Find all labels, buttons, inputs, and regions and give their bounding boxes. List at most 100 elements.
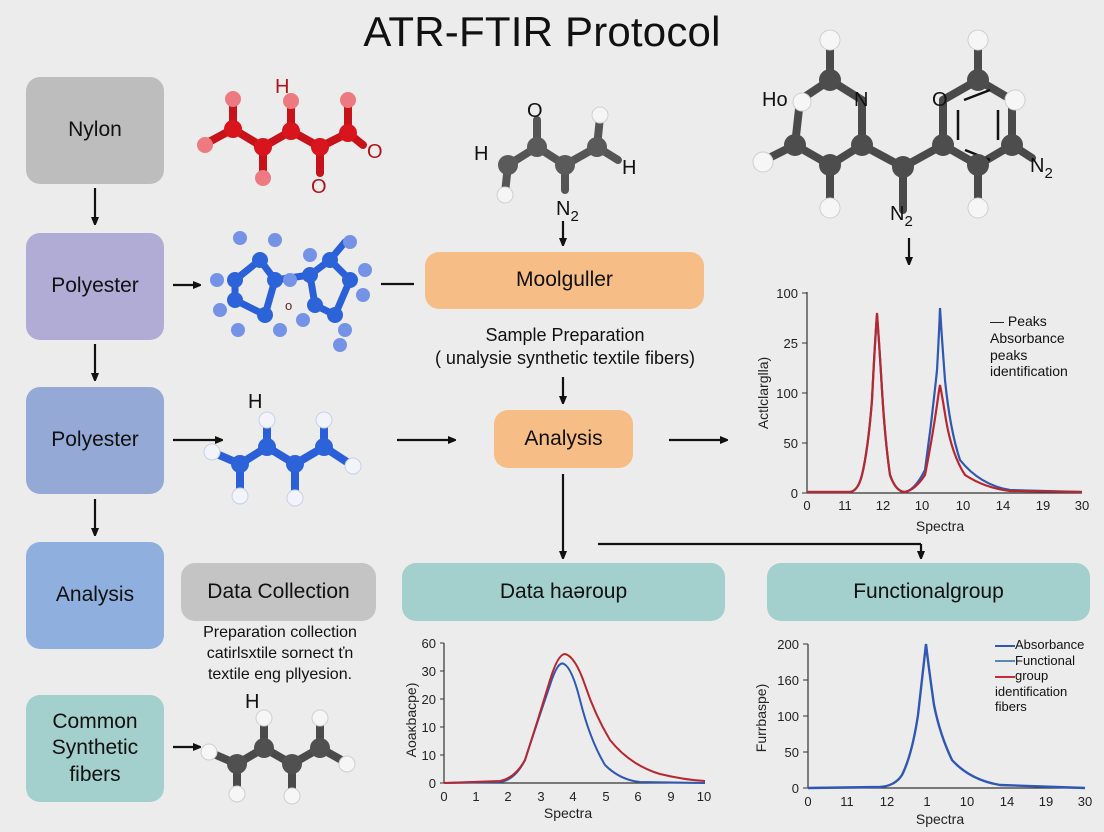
nylon-label: Nylon: [68, 118, 122, 142]
dh-x-tick-8: 9: [667, 789, 674, 804]
peaks-x-tick-8: 30: [1075, 498, 1089, 513]
dh-y-axis-label: Aoaĸbacpe): [403, 683, 419, 758]
peaks-x-tick-1: 0: [803, 498, 810, 513]
peaks-x-tick-3: 12: [876, 498, 890, 513]
bottom-h-label: H: [245, 691, 259, 713]
fg-x-tick-6: 14: [1000, 794, 1014, 809]
nylon-molecule-icon: H O O: [197, 76, 383, 198]
dh-y-tick-4: 20: [422, 692, 436, 707]
peaks-y-tick-0: 0: [791, 486, 798, 501]
dh-x-tick-5: 4: [569, 789, 576, 804]
top-right-ho-label: Ho: [762, 89, 788, 111]
peaks-y-tick-25: 25: [784, 336, 798, 351]
bottom-molecule-icon: H: [200, 691, 356, 805]
top-right-n2-label-1: N2: [890, 203, 913, 230]
fg-legend-item-1: Absorbance: [995, 637, 1104, 653]
dh-x-tick-7: 6: [634, 789, 641, 804]
analysis-label-left: Analysis: [55, 583, 135, 607]
peaks-y-tick-100: 100: [776, 386, 798, 401]
fg-x-tick-1: 0: [804, 794, 811, 809]
fg-x-tick-4: 1: [923, 794, 930, 809]
top-center-o-label: O: [527, 100, 543, 122]
common-fibers-line-1: Common: [52, 710, 138, 734]
fg-x-tick-7: 19: [1039, 794, 1053, 809]
peaks-y-tick-50: 50: [784, 436, 798, 451]
functional-group-chart: 0 50 100 160 200 0 11 12 1 10 14 19 30 S…: [753, 637, 1092, 827]
data-haeroup-label: Data haəroup: [499, 579, 628, 603]
peaks-x-axis-label: Spectra: [916, 518, 964, 534]
peaks-x-tick-7: 19: [1036, 498, 1050, 513]
polyester-label-2: Polyester: [51, 428, 139, 452]
sample-preparation-caption: Sample Preparation ( unalysie synthetic …: [400, 324, 730, 369]
polyester-label-1: Polyester: [51, 274, 139, 298]
nylon-o-label-2: O: [367, 141, 383, 163]
polyester-molecule-2-icon: H: [203, 391, 362, 507]
dh-x-tick-9: 10: [697, 789, 711, 804]
fg-x-tick-3: 12: [880, 794, 894, 809]
top-right-n-label: N: [854, 89, 868, 111]
top-center-h-label-2: H: [622, 157, 636, 179]
peaks-y-axis-label: Actlclarglla): [755, 357, 771, 429]
fg-x-tick-5: 10: [960, 794, 974, 809]
dh-y-tick-6: 60: [422, 636, 436, 651]
data-collection-line-2: catirlsxtile sornect ťn: [206, 644, 354, 662]
peaks-x-tick-2: 11: [838, 498, 852, 513]
sample-prep-line-1: Sample Preparation: [485, 325, 645, 345]
peaks-legend-line-3: peaks: [990, 346, 1028, 363]
dh-red-series: [443, 652, 706, 784]
dh-x-tick-1: 0: [440, 789, 447, 804]
peaks-legend-line-4: identification: [990, 363, 1068, 380]
polyester-molecule-1-icon: o: [210, 231, 372, 352]
fg-legend-swatch-2: [995, 660, 1015, 663]
data-collection-line-1: Preparation collection: [203, 624, 357, 641]
fg-legend-item-5: fibers: [995, 699, 1027, 715]
data-collection-caption: Preparation collection catirlsxtile sorn…: [180, 623, 380, 685]
data-collection-label: Data Collection: [207, 579, 350, 603]
peaks-x-tick-6: 14: [996, 498, 1010, 513]
dh-x-tick-4: 3: [537, 789, 544, 804]
analysis-box-center: Analysis: [494, 410, 633, 468]
dh-y-tick-3: 10: [422, 720, 436, 735]
top-center-molecule-icon: O H H N2: [474, 100, 636, 225]
top-right-o-label: O: [932, 89, 948, 111]
fg-y-tick-100: 100: [777, 709, 799, 724]
fg-y-tick-200: 200: [777, 637, 799, 652]
common-fibers-line-2: Synthetic: [51, 736, 139, 760]
peaks-chart: 0 50 100 25 100 0 11 12 10 10 14 19 30 S…: [755, 286, 1089, 534]
fg-legend-swatch-3: [995, 675, 1015, 678]
analysis-label-center: Analysis: [524, 426, 603, 450]
fg-x-tick-8: 30: [1078, 794, 1092, 809]
polyester2-h-label: H: [248, 391, 262, 413]
peaks-legend: — Peaks Absorbance peaks identification: [990, 313, 1100, 380]
nylon-o-label-1: O: [311, 176, 327, 198]
top-right-molecule-icon: Ho N O N2 N2: [752, 29, 1053, 230]
functional-group-label: Functionalgroup: [853, 579, 1004, 603]
top-center-n2-label: N2: [556, 198, 579, 225]
fg-y-axis-label: Furrbaspe): [753, 684, 769, 752]
peaks-legend-line-2: Absorbance: [990, 329, 1065, 346]
peaks-legend-line-1: — Peaks: [990, 313, 1047, 329]
fg-legend-item-2: Functional: [995, 653, 1104, 669]
analysis-box-left: Analysis: [26, 542, 164, 649]
data-haeroup-box: Data haəroup: [402, 563, 725, 621]
functional-group-box: Functionalgroup: [767, 563, 1090, 621]
dh-x-axis-label: Spectra: [544, 805, 592, 821]
data-haeroup-chart: 0 10 10 20 30 60 0 1 2 3 4 5 6 9 10 Spec…: [403, 636, 711, 821]
polyester-o-label: o: [285, 298, 292, 313]
fg-y-tick-50: 50: [785, 745, 799, 760]
fg-y-tick-160: 160: [777, 673, 799, 688]
data-collection-line-3: textile eng pllyesion.: [207, 665, 353, 683]
fg-x-tick-2: 11: [840, 794, 854, 809]
dh-y-tick-5: 30: [422, 664, 436, 679]
diagram-title: ATR-FTIR Protocol: [363, 8, 721, 55]
common-fibers-line-3: fibers: [69, 762, 121, 786]
fg-legend-item-3: group: [995, 668, 1104, 684]
top-center-h-label-1: H: [474, 143, 488, 165]
nylon-h-label: H: [275, 76, 289, 98]
peaks-x-tick-4: 10: [915, 498, 929, 513]
dh-blue-series: [443, 662, 706, 784]
fg-legend-swatch-1: [995, 644, 1015, 647]
fg-y-tick-0: 0: [792, 781, 799, 796]
peaks-y-tick-100b: 100: [776, 286, 798, 301]
